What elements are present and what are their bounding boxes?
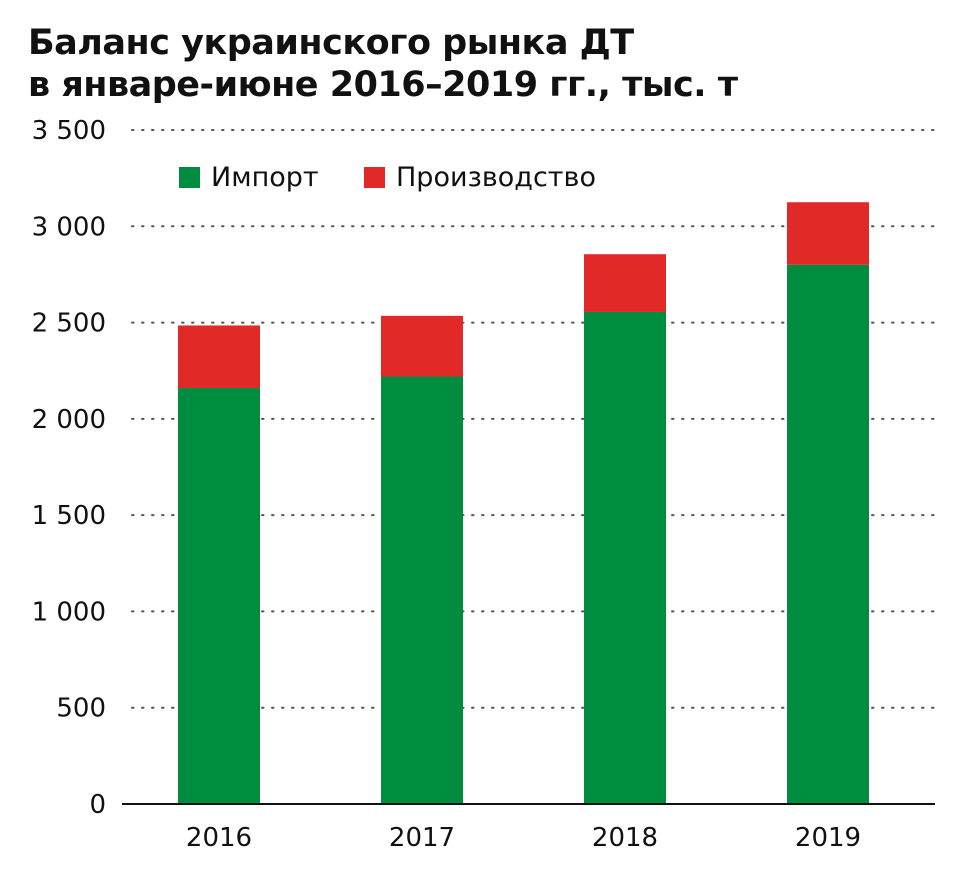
legend-label-production: Производство (396, 162, 596, 193)
x-tick-label: 2018 (592, 823, 658, 853)
y-tick-label: 500 (56, 694, 106, 724)
legend-label-import: Импорт (211, 162, 319, 193)
y-tick-label: 3 000 (32, 212, 106, 242)
bar-segment-production-2017 (381, 315, 463, 377)
y-tick-label: 3 500 (32, 116, 106, 146)
bar-segment-import-2016 (178, 388, 260, 804)
chart-title-line-2: в январе-июне 2016–2019 гг., тыс. т (28, 65, 738, 105)
bars (178, 202, 869, 804)
y-tick-label: 1 000 (32, 597, 106, 627)
bar-segment-import-2019 (787, 264, 869, 804)
x-tick-label: 2019 (795, 823, 861, 853)
bar-segment-import-2017 (381, 376, 463, 804)
y-axis-ticks: 0 500 1 000 1 500 2 000 2 500 3 000 3 500 (32, 116, 106, 820)
chart-title: Баланс украинского рынка ДТ в январе-июн… (28, 22, 928, 106)
legend-swatch-production (364, 167, 385, 188)
legend: Импорт Производство (179, 162, 596, 193)
y-tick-label: 1 500 (32, 501, 106, 531)
x-tick-label: 2016 (186, 823, 252, 853)
bar-segment-production-2016 (178, 325, 260, 389)
chart-title-line-1: Баланс украинского рынка ДТ (28, 23, 634, 63)
bar-segment-production-2018 (584, 254, 666, 312)
y-tick-label: 0 (89, 790, 106, 820)
legend-swatch-import (179, 167, 200, 188)
y-tick-label: 2 500 (32, 309, 106, 339)
x-axis-ticks: 2016 2017 2018 2019 (186, 823, 861, 853)
bar-segment-import-2018 (584, 311, 666, 804)
bar-segment-production-2019 (787, 202, 869, 265)
x-tick-label: 2017 (389, 823, 455, 853)
y-tick-label: 2 000 (32, 405, 106, 435)
